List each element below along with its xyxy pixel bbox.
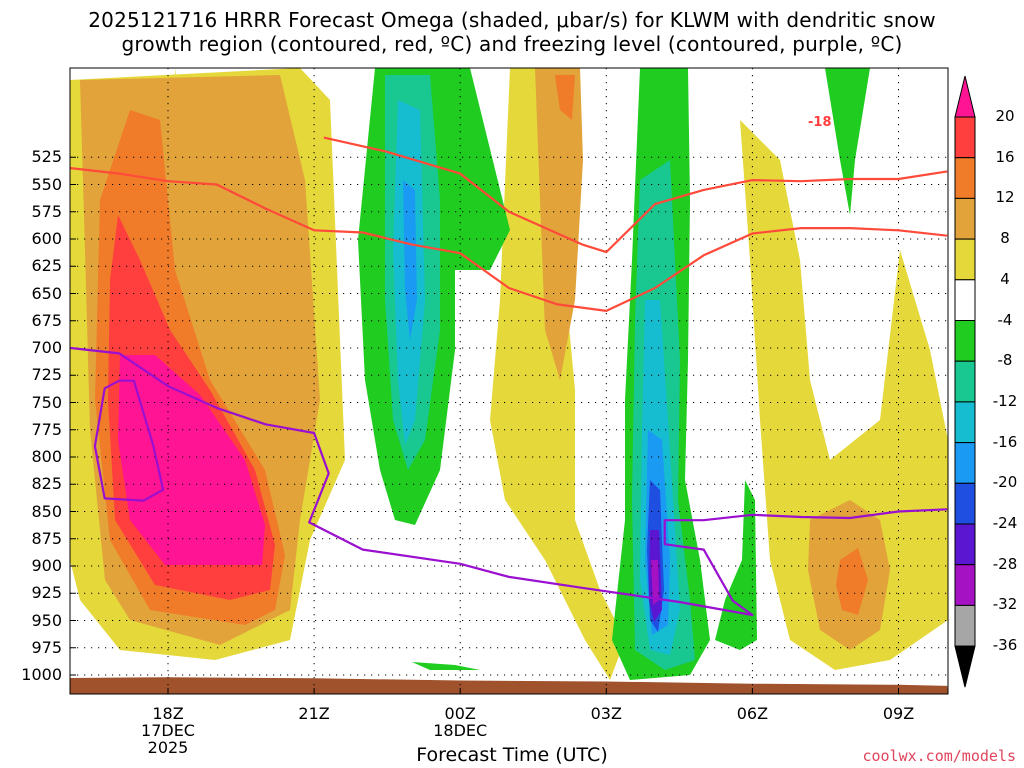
colorbar-segment	[954, 157, 976, 199]
x-tick-label-line: 18Z	[152, 704, 184, 723]
colorbar-segment	[954, 320, 976, 362]
colorbar-label: 4	[1000, 269, 1010, 288]
x-tick-label-line: 2025	[147, 738, 189, 757]
omega-positive-4-8	[490, 68, 625, 680]
colorbar-label: 20	[995, 107, 1015, 125]
colorbar-segment	[954, 523, 976, 566]
x-tick-label: 06Z	[702, 705, 802, 722]
y-tick-label: 800	[31, 447, 62, 466]
y-tick-label: 825	[31, 474, 62, 494]
colorbar-segment	[954, 238, 976, 281]
colorbar-label: -32	[992, 595, 1018, 614]
y-tick-label: 600	[31, 229, 62, 248]
y-tick-label: 775	[31, 419, 62, 439]
colorbar-label: -24	[992, 514, 1018, 532]
credit-text: coolwx.com/models	[862, 747, 1016, 765]
y-tick-label: 925	[31, 583, 62, 603]
colorbar	[954, 75, 976, 688]
omega-positive-8-12	[535, 68, 583, 380]
x-tick-label-line: 00Z	[444, 704, 476, 723]
y-tick-label: 550	[31, 174, 62, 194]
plot-frame	[69, 67, 949, 695]
colorbar-segment	[954, 564, 976, 606]
colorbar-over-triangle	[954, 75, 976, 118]
surface-ground	[70, 677, 948, 694]
omega-shading	[70, 68, 948, 680]
omega-positive-4-8	[740, 120, 948, 670]
y-tick-label: 625	[31, 256, 62, 276]
y-tick-label: 750	[31, 392, 62, 412]
omega-negative-16-20	[403, 180, 417, 340]
colorbar-label: 16	[995, 147, 1015, 166]
isoline-dendritic-growth-region-18c-isotherm	[323, 136, 948, 254]
y-tick-label: 850	[31, 501, 62, 521]
y-tick-label: 875	[31, 528, 62, 548]
y-tick-label: 725	[31, 365, 62, 385]
colorbar-segment	[954, 482, 976, 525]
x-tick-label-line: 06Z	[736, 704, 769, 723]
colorbar-label: -4	[997, 310, 1013, 329]
gridlines	[70, 68, 948, 694]
y-tick-label: 575	[31, 201, 62, 221]
y-tick-label: 700	[31, 338, 62, 357]
colorbar-label: -12	[992, 391, 1018, 410]
colorbar-segment	[954, 360, 976, 403]
omega-positive-over-20	[118, 355, 265, 565]
y-tick-label: 675	[31, 310, 62, 330]
surface-pressure-fill	[70, 677, 948, 694]
isoline-freezing-level-0c	[70, 346, 948, 617]
colorbar-label: -28	[992, 554, 1018, 573]
y-tick-label: 650	[31, 283, 62, 303]
colorbar-segment	[954, 116, 976, 159]
isoline-dendritic-growth-region-12c-isotherm	[70, 167, 948, 312]
chart-title-line-1: 2025121716 HRRR Forecast Omega (shaded, …	[88, 8, 936, 32]
colorbar-segment	[954, 604, 976, 647]
x-tick-label: 21Z	[264, 705, 364, 722]
y-tick-label: 900	[31, 556, 62, 575]
x-tick-label: 09Z	[849, 705, 949, 722]
contour-label: -18	[808, 115, 832, 130]
omega-negative-28-32	[651, 560, 659, 605]
colorbar-label: 12	[995, 188, 1015, 207]
x-tick-label-line: 21Z	[298, 704, 330, 723]
colorbar-label: 8	[1000, 229, 1010, 248]
chart-title-line-2: growth region (contoured, red, ºC) and f…	[121, 32, 903, 56]
y-tick-label: 975	[31, 637, 62, 657]
x-tick-label-line: 03Z	[590, 704, 622, 723]
y-tick-label: 525	[31, 147, 62, 167]
omega-positive-12-16	[555, 75, 575, 120]
x-tick-label-line: 18DEC	[433, 721, 488, 740]
omega-negative-4-8	[412, 662, 480, 670]
omega-negative-4-8	[715, 480, 757, 650]
x-axis-title: Forecast Time (UTC)	[416, 744, 608, 766]
isoline-freezing-level-0c-closed-loop-	[93, 379, 165, 502]
colorbar-label: -36	[992, 636, 1018, 655]
colorbar-under-triangle	[954, 645, 976, 688]
omega-positive-12-16	[836, 548, 868, 615]
x-tick-label-line: 09Z	[882, 704, 915, 723]
x-tick-label: 00Z 18DEC	[410, 705, 510, 739]
colorbar-label: -16	[992, 432, 1018, 451]
omega-negative-4-8	[825, 68, 870, 215]
y-tick-label: 950	[31, 610, 62, 630]
colorbar-segment	[954, 442, 976, 484]
colorbar-label: -20	[992, 473, 1018, 492]
x-tick-label: 18Z 17DEC 2025	[118, 705, 218, 756]
colorbar-segment	[954, 401, 976, 444]
omega-negative-4-8	[455, 120, 490, 270]
isoline-contours	[70, 136, 948, 617]
x-tick-label: 03Z	[556, 705, 656, 722]
colorbar-segment	[954, 279, 976, 321]
x-tick-label-line: 17DEC	[141, 721, 195, 740]
y-tick-label: 1000	[21, 665, 62, 684]
colorbar-label: -8	[997, 351, 1013, 370]
colorbar-segment	[954, 197, 976, 240]
